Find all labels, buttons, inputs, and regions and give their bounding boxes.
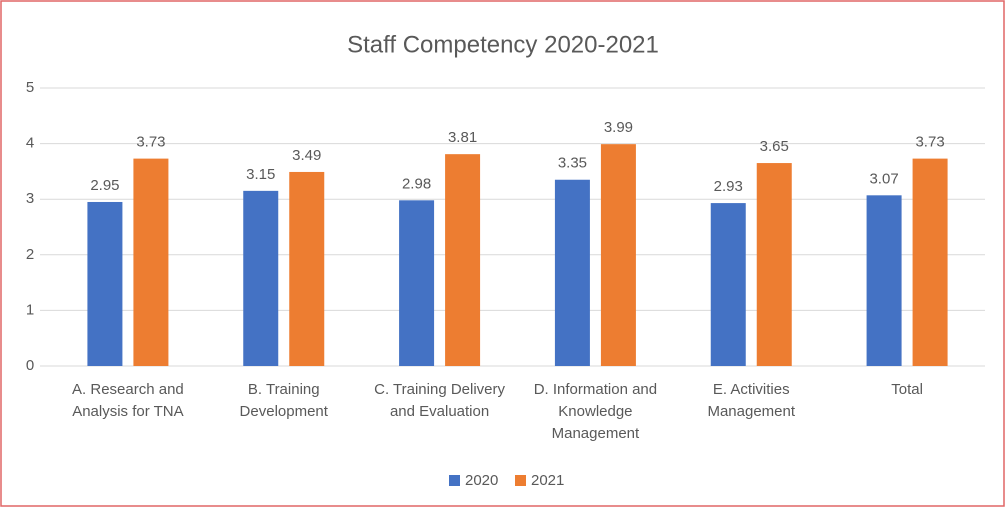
data-label: 3.35: [558, 155, 587, 172]
y-tick-label: 3: [26, 190, 34, 207]
x-tick-label: D. Information and Knowledge Management: [534, 381, 657, 442]
y-tick-label: 4: [26, 135, 34, 152]
legend-label: 2020: [465, 472, 498, 489]
bar: [133, 158, 169, 366]
data-label: 2.93: [714, 178, 743, 195]
data-label: 3.15: [246, 166, 275, 183]
x-tick-label: A. Research and Analysis for TNA: [72, 381, 184, 420]
legend-swatch: [515, 475, 526, 486]
bar: [243, 190, 279, 366]
data-label: 2.98: [402, 175, 431, 192]
chart-title: Staff Competency 2020-2021: [347, 31, 659, 58]
y-tick-label: 2: [26, 246, 34, 263]
data-label: 3.73: [915, 134, 944, 151]
data-label: 3.07: [869, 170, 898, 187]
legend-label: 2021: [531, 472, 564, 489]
bar: [554, 179, 590, 366]
y-tick-label: 5: [26, 79, 34, 96]
bar: [87, 201, 123, 366]
data-label: 3.49: [292, 147, 321, 164]
bar: [912, 158, 948, 366]
data-label: 3.99: [604, 119, 633, 136]
x-tick-label: B. Training Development: [240, 381, 329, 420]
y-tick-label: 1: [26, 301, 34, 318]
bar: [600, 144, 636, 366]
bar: [756, 163, 792, 366]
bar: [399, 200, 435, 366]
bar: [710, 203, 746, 366]
bar: [866, 195, 902, 366]
x-tick-label: Total: [891, 381, 923, 398]
bar: [289, 171, 325, 366]
data-label: 2.95: [90, 177, 119, 194]
legend-swatch: [449, 475, 460, 486]
bar: [445, 154, 481, 366]
data-label: 3.81: [448, 129, 477, 146]
x-tick-label: E. Activities Management: [707, 381, 795, 420]
x-tick-label: C. Training Delivery and Evaluation: [374, 381, 505, 420]
data-label: 3.65: [760, 138, 789, 155]
y-tick-label: 0: [26, 357, 34, 374]
data-label: 3.73: [136, 134, 165, 151]
